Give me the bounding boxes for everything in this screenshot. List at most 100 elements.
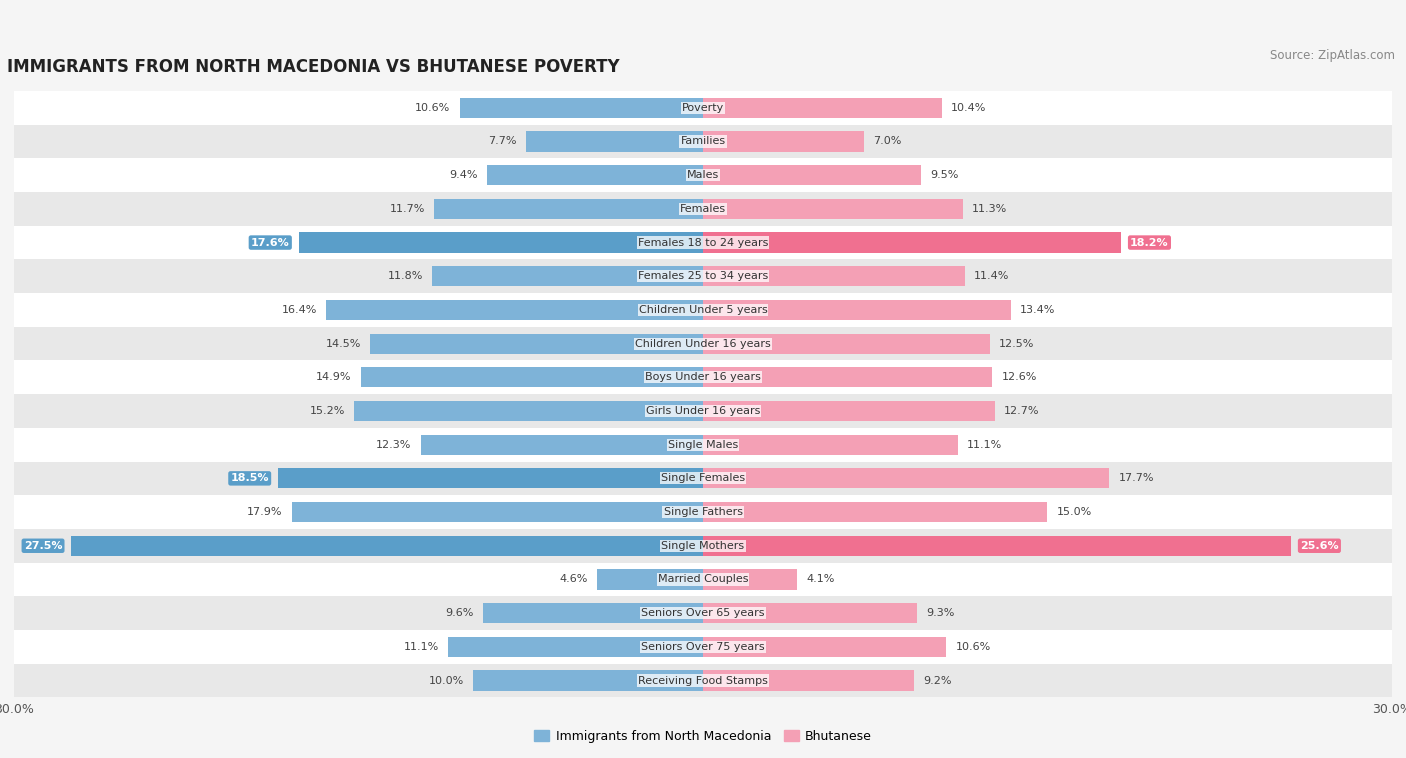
Text: 11.1%: 11.1% <box>404 642 439 652</box>
Bar <box>14 293 1392 327</box>
Bar <box>703 233 1121 252</box>
Bar <box>703 536 1291 556</box>
Bar <box>703 165 921 185</box>
Text: Seniors Over 75 years: Seniors Over 75 years <box>641 642 765 652</box>
Text: Children Under 16 years: Children Under 16 years <box>636 339 770 349</box>
Text: 9.3%: 9.3% <box>925 608 955 618</box>
Text: 12.5%: 12.5% <box>1000 339 1035 349</box>
Text: 14.9%: 14.9% <box>316 372 352 382</box>
Bar <box>14 462 1392 495</box>
Bar <box>460 98 703 118</box>
Text: 12.7%: 12.7% <box>1004 406 1039 416</box>
Text: Poverty: Poverty <box>682 103 724 113</box>
Text: 10.6%: 10.6% <box>956 642 991 652</box>
Text: Married Couples: Married Couples <box>658 575 748 584</box>
Text: Seniors Over 65 years: Seniors Over 65 years <box>641 608 765 618</box>
Bar <box>703 98 942 118</box>
Bar <box>482 603 703 623</box>
Text: 17.9%: 17.9% <box>247 507 283 517</box>
Text: 11.8%: 11.8% <box>388 271 423 281</box>
Bar <box>14 529 1392 562</box>
Text: Single Males: Single Males <box>668 440 738 449</box>
Bar <box>420 434 703 455</box>
Text: Source: ZipAtlas.com: Source: ZipAtlas.com <box>1270 49 1395 62</box>
Bar <box>703 367 993 387</box>
Text: 10.6%: 10.6% <box>415 103 450 113</box>
Bar <box>14 192 1392 226</box>
Text: 12.3%: 12.3% <box>375 440 412 449</box>
Text: Families: Families <box>681 136 725 146</box>
Text: Females 25 to 34 years: Females 25 to 34 years <box>638 271 768 281</box>
Text: Females 18 to 24 years: Females 18 to 24 years <box>638 237 768 248</box>
Bar <box>326 300 703 320</box>
Bar <box>72 536 703 556</box>
Text: 25.6%: 25.6% <box>1301 540 1339 551</box>
Text: 15.2%: 15.2% <box>309 406 344 416</box>
Bar <box>703 569 797 590</box>
Bar <box>703 670 914 691</box>
Text: Females: Females <box>681 204 725 214</box>
Bar <box>703 266 965 287</box>
Bar <box>14 495 1392 529</box>
Text: 10.4%: 10.4% <box>950 103 987 113</box>
Bar <box>14 361 1392 394</box>
Bar <box>14 597 1392 630</box>
Bar <box>474 670 703 691</box>
Text: 18.5%: 18.5% <box>231 474 269 484</box>
Text: 11.1%: 11.1% <box>967 440 1002 449</box>
Text: 13.4%: 13.4% <box>1019 305 1056 315</box>
Bar <box>370 334 703 354</box>
Text: 16.4%: 16.4% <box>281 305 318 315</box>
Bar <box>14 226 1392 259</box>
Text: 15.0%: 15.0% <box>1057 507 1092 517</box>
Text: Single Females: Single Females <box>661 474 745 484</box>
Bar <box>703 300 1011 320</box>
Bar <box>14 124 1392 158</box>
Bar <box>703 131 863 152</box>
Text: 9.6%: 9.6% <box>444 608 474 618</box>
Bar <box>14 158 1392 192</box>
Text: 14.5%: 14.5% <box>325 339 361 349</box>
Text: 17.7%: 17.7% <box>1119 474 1154 484</box>
Bar <box>354 401 703 421</box>
Text: 9.5%: 9.5% <box>931 171 959 180</box>
Text: Boys Under 16 years: Boys Under 16 years <box>645 372 761 382</box>
Bar <box>432 266 703 287</box>
Bar <box>14 394 1392 428</box>
Bar <box>526 131 703 152</box>
Text: 11.7%: 11.7% <box>389 204 425 214</box>
Text: Girls Under 16 years: Girls Under 16 years <box>645 406 761 416</box>
Bar <box>361 367 703 387</box>
Text: Single Fathers: Single Fathers <box>664 507 742 517</box>
Bar <box>703 401 994 421</box>
Bar <box>703 334 990 354</box>
Bar <box>14 428 1392 462</box>
Text: 27.5%: 27.5% <box>24 540 62 551</box>
Bar <box>14 630 1392 664</box>
Bar <box>434 199 703 219</box>
Text: 11.4%: 11.4% <box>974 271 1010 281</box>
Text: IMMIGRANTS FROM NORTH MACEDONIA VS BHUTANESE POVERTY: IMMIGRANTS FROM NORTH MACEDONIA VS BHUTA… <box>7 58 620 76</box>
Text: 11.3%: 11.3% <box>972 204 1007 214</box>
Bar <box>449 637 703 657</box>
Text: 7.7%: 7.7% <box>488 136 517 146</box>
Bar <box>14 91 1392 124</box>
Bar <box>292 502 703 522</box>
Bar <box>703 637 946 657</box>
Bar <box>278 468 703 488</box>
Bar <box>14 664 1392 697</box>
Bar <box>703 603 917 623</box>
Bar <box>14 259 1392 293</box>
Legend: Immigrants from North Macedonia, Bhutanese: Immigrants from North Macedonia, Bhutane… <box>534 730 872 743</box>
Bar <box>14 327 1392 361</box>
Bar <box>14 562 1392 597</box>
Text: Receiving Food Stamps: Receiving Food Stamps <box>638 675 768 685</box>
Bar <box>299 233 703 252</box>
Text: Males: Males <box>688 171 718 180</box>
Text: 18.2%: 18.2% <box>1130 237 1168 248</box>
Text: 10.0%: 10.0% <box>429 675 464 685</box>
Bar <box>703 468 1109 488</box>
Bar <box>703 199 963 219</box>
Text: 12.6%: 12.6% <box>1001 372 1036 382</box>
Text: 9.4%: 9.4% <box>450 171 478 180</box>
